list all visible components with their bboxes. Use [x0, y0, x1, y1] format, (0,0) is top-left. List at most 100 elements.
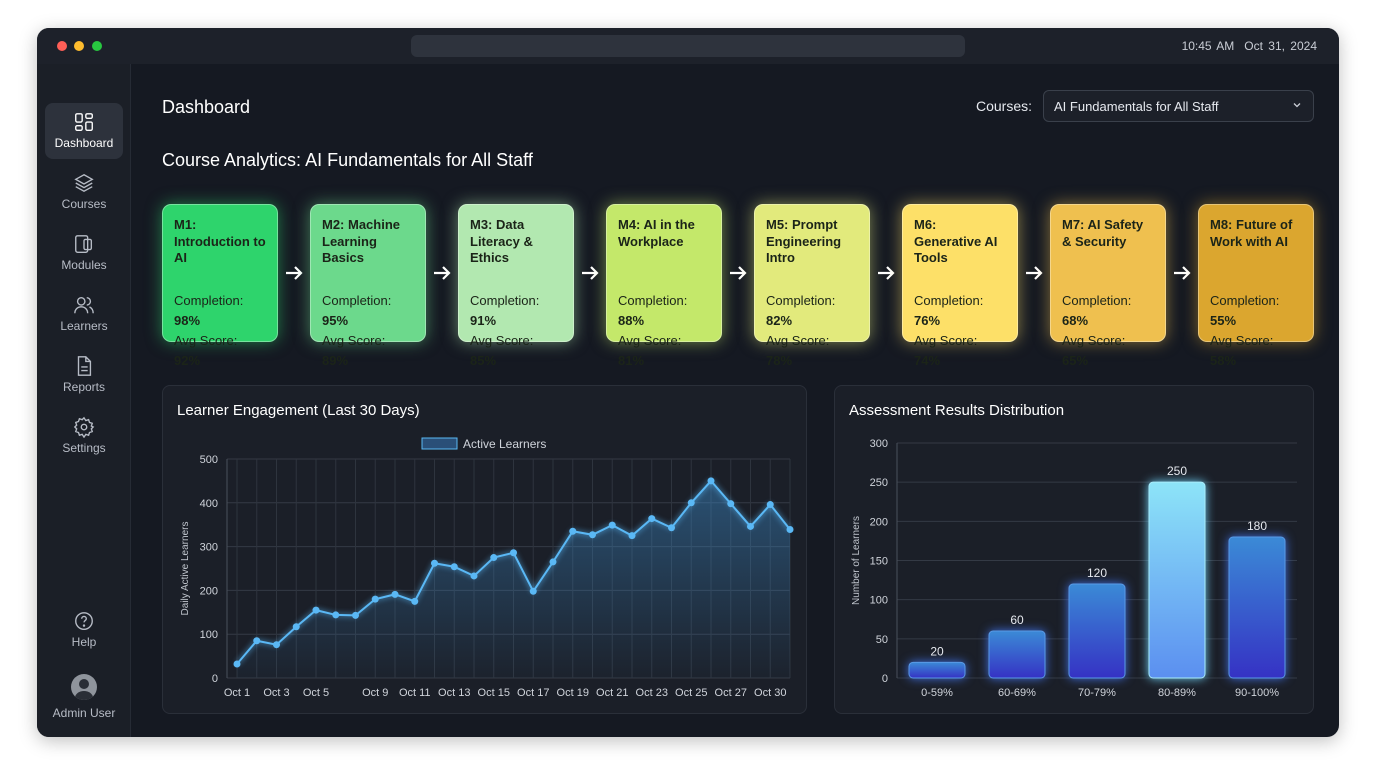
address-bar[interactable] [411, 35, 965, 57]
minimize-window-button[interactable] [74, 41, 84, 51]
arrow-right-icon [286, 266, 303, 280]
completion-value: 68% [1062, 313, 1089, 328]
completion-label: Completion: [1210, 293, 1280, 308]
sidebar-item-label: Learners [60, 319, 108, 333]
completion-label: Completion: [1062, 293, 1132, 308]
sidebar-item-modules[interactable]: Modules [45, 225, 123, 281]
bar [1148, 481, 1206, 679]
module-completion: Completion: 82% [766, 291, 858, 331]
sidebar-item-courses[interactable]: Courses [45, 164, 123, 220]
sidebar-item-learners[interactable]: Learners [45, 286, 123, 342]
document-icon [77, 356, 92, 376]
course-select[interactable]: AI Fundamentals for All Staff [1043, 90, 1314, 122]
data-point [628, 532, 636, 540]
data-label: 180 [1247, 519, 1267, 533]
sidebar-item-label: Help [71, 635, 97, 649]
x-tick-label: Oct 15 [478, 687, 510, 699]
sidebar-item-label: Courses [61, 197, 107, 211]
completion-label: Completion: [618, 293, 688, 308]
score-label: Avg Score: [322, 333, 386, 348]
bar [908, 661, 966, 679]
x-tick-label: Oct 17 [517, 687, 549, 699]
module-card[interactable]: M8: Future of Work with AI Completion: 5… [1198, 204, 1314, 368]
module-completion: Completion: 95% [322, 291, 414, 331]
engagement-chart-panel: Learner Engagement (Last 30 Days) 0 100 20… [162, 385, 807, 714]
sidebar: Dashboard Courses Modules Learners Repor… [37, 64, 131, 737]
data-point [411, 597, 419, 605]
sidebar-item-settings[interactable]: Settings [45, 408, 123, 464]
x-tick-label: 0-59% [921, 687, 953, 699]
x-tick-label: Oct 23 [636, 687, 668, 699]
x-tick-label: Oct 27 [715, 687, 747, 699]
data-point [431, 559, 438, 567]
score-label: Avg Score: [470, 333, 534, 348]
module-score: Avg Score: 74% [914, 331, 1006, 371]
arrow-right-icon [1026, 266, 1043, 280]
x-tick-label: Oct 13 [438, 687, 470, 699]
chart-title: Assessment Results Distribution [849, 402, 1065, 419]
module-completion: Completion: 91% [470, 291, 562, 331]
y-tick-label: 100 [200, 629, 218, 641]
y-tick-label: 300 [200, 542, 218, 554]
x-tick-label: 70-79% [1078, 687, 1116, 699]
y-axis-label: Number of Learners [851, 516, 862, 605]
module-card[interactable]: M1: Introduction to AI Completion: 98% A… [162, 204, 278, 368]
data-point [747, 522, 754, 530]
score-value: 65% [1062, 353, 1089, 368]
y-tick-label: 100 [870, 595, 888, 607]
x-tick-label: Oct 21 [596, 687, 628, 699]
sidebar-item-label: Dashboard [54, 136, 114, 150]
course-select-value: AI Fundamentals for All Staff [1054, 99, 1219, 114]
users-icon [74, 296, 94, 314]
arrow-right-icon [1174, 266, 1191, 280]
data-point [589, 531, 596, 539]
module-card[interactable]: M4: AI in the Workplace Completion: 88% … [606, 204, 722, 368]
score-label: Avg Score: [174, 333, 238, 348]
module-completion: Completion: 55% [1210, 291, 1302, 331]
x-tick-label: Oct 19 [557, 687, 589, 699]
completion-label: Completion: [470, 293, 540, 308]
module-title: M4: AI in the Workplace [618, 217, 695, 249]
score-value: 58% [1210, 353, 1237, 368]
user-name: Admin User [52, 706, 116, 720]
completion-label: Completion: [914, 293, 984, 308]
bar [1228, 536, 1286, 679]
module-card[interactable]: M2: Machine Learning Basics Completion: … [310, 204, 426, 368]
area-fill [237, 480, 790, 678]
score-value: 78% [766, 353, 793, 368]
module-score: Avg Score: 85% [470, 331, 562, 371]
module-card[interactable]: M6: Generative AI Tools Completion: 76% … [902, 204, 1018, 368]
data-point [371, 595, 379, 603]
sidebar-item-label: Modules [61, 258, 107, 272]
user-profile-button[interactable]: Admin User [45, 664, 123, 728]
data-point [786, 526, 794, 534]
module-title: M7: AI Safety & Security [1062, 217, 1144, 249]
module-card[interactable]: M7: AI Safety & Security Completion: 68%… [1050, 204, 1166, 368]
clock: 10:45 AM Oct 31, 2024 [1172, 39, 1317, 53]
module-card[interactable]: M3: Data Literacy & Ethics Completion: 9… [458, 204, 574, 368]
data-point [766, 501, 774, 509]
score-value: 85% [470, 353, 497, 368]
sidebar-item-reports[interactable]: Reports [45, 347, 123, 403]
sidebar-item-dashboard[interactable]: Dashboard [45, 103, 123, 159]
data-point [707, 477, 715, 485]
dashboard-grid-icon [75, 113, 93, 131]
help-button[interactable]: Help [45, 602, 123, 658]
data-point [352, 611, 359, 619]
arrow-right-icon [434, 266, 451, 280]
assessment-chart-panel: Assessment Results Distribution 0 50 100 15… [834, 385, 1314, 714]
completion-label: Completion: [766, 293, 836, 308]
analytics-title: Course Analytics: AI Fundamentals for Al… [162, 150, 533, 170]
arrow-right-icon [878, 266, 895, 280]
completion-label: Completion: [322, 293, 392, 308]
chart-title: Learner Engagement (Last 30 Days) [177, 402, 420, 419]
module-title: M2: Machine Learning Basics [322, 217, 401, 265]
data-point [312, 606, 320, 614]
close-window-button[interactable] [57, 41, 67, 51]
maximize-window-button[interactable] [92, 41, 102, 51]
completion-value: 55% [1210, 313, 1237, 328]
module-title: M5: Prompt Engineering Intro [766, 217, 842, 265]
y-tick-label: 0 [212, 673, 218, 685]
module-card[interactable]: M5: Prompt Engineering Intro Completion:… [754, 204, 870, 368]
data-point [470, 572, 478, 580]
